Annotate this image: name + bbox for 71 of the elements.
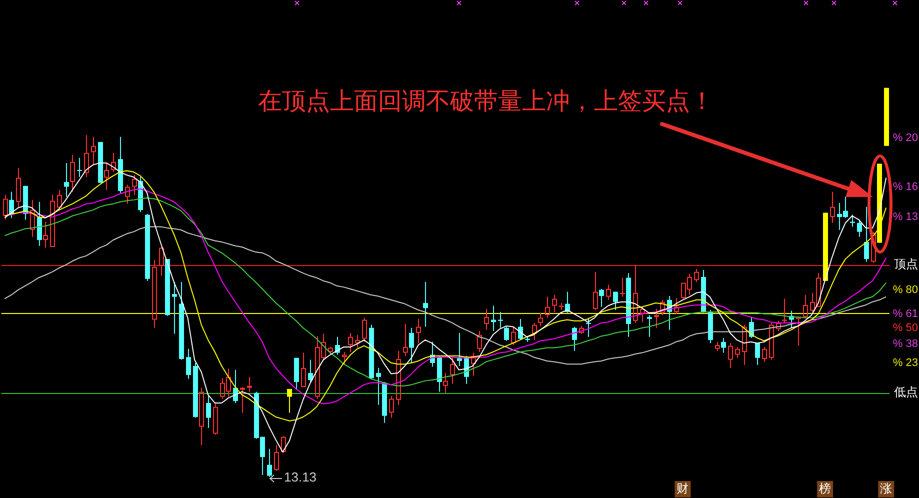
candlestick	[50, 194, 55, 247]
candlestick	[240, 386, 245, 414]
candlestick	[782, 298, 787, 324]
annotation: 在顶点上面回调不破带量上冲，上签买点！	[258, 87, 714, 116]
candlestick	[660, 299, 665, 316]
candlestick	[159, 246, 164, 276]
candlestick	[762, 346, 767, 362]
candlestick	[396, 350, 401, 406]
text: % 23	[892, 357, 918, 370]
text: % 38	[892, 338, 918, 350]
candlestick	[579, 325, 584, 334]
candlestick	[403, 324, 408, 356]
candlestick	[450, 357, 455, 384]
candlestick	[559, 302, 564, 311]
candlestick	[477, 330, 482, 353]
candlestick	[91, 136, 96, 166]
x-tick-label: 涨	[880, 481, 892, 496]
candlestick	[70, 154, 75, 192]
candlestick	[593, 271, 598, 311]
candlestick	[111, 152, 116, 172]
candlestick	[674, 297, 679, 314]
candlestick	[348, 332, 353, 353]
candlestick	[389, 395, 394, 418]
text: % 50	[892, 322, 918, 334]
text: % 80	[892, 284, 918, 296]
candlestick	[498, 312, 503, 328]
candlestick	[152, 259, 157, 328]
candlestick	[443, 372, 448, 394]
candlestick	[77, 158, 82, 177]
ref-line-label: 顶点	[894, 257, 918, 272]
candlestick	[803, 294, 808, 318]
candlestick	[132, 174, 137, 196]
candlestick	[43, 221, 48, 248]
text: % 13	[892, 211, 918, 224]
candlestick	[16, 168, 21, 208]
candlestick	[552, 294, 557, 312]
text: % 16	[892, 181, 918, 194]
x-tick-label: 榜	[819, 481, 832, 496]
candlestick	[471, 352, 476, 376]
x-tick-label: 财	[676, 481, 689, 496]
candlestick	[199, 387, 204, 446]
annotation: 13.13	[284, 470, 317, 485]
candlestick	[281, 436, 286, 454]
candlestick	[104, 162, 109, 190]
candlestick	[633, 264, 638, 324]
candlestick	[484, 308, 489, 330]
candlestick	[355, 334, 360, 348]
candlestick	[728, 342, 733, 368]
text: % 20	[892, 132, 918, 144]
candlestick	[654, 308, 659, 328]
candlestick	[640, 306, 645, 323]
text: % 61	[892, 308, 918, 320]
candlestick	[274, 444, 279, 472]
candlestick	[84, 134, 89, 178]
candlestick	[416, 318, 421, 344]
candlestick	[606, 284, 611, 300]
candlestick	[247, 376, 252, 392]
candlestick	[742, 324, 747, 366]
candlestick	[30, 199, 35, 238]
candlestick	[769, 322, 774, 360]
candlestick	[538, 312, 543, 326]
candlestick	[735, 346, 740, 358]
candlestick	[830, 191, 835, 224]
ref-line-label: 低点	[894, 385, 918, 400]
candlestick	[545, 296, 550, 318]
candlestick	[491, 306, 496, 332]
candlestick	[342, 352, 347, 366]
candlestick	[301, 352, 306, 388]
candlestick	[213, 402, 218, 436]
candlestick	[694, 268, 699, 283]
candlestick	[715, 341, 720, 352]
